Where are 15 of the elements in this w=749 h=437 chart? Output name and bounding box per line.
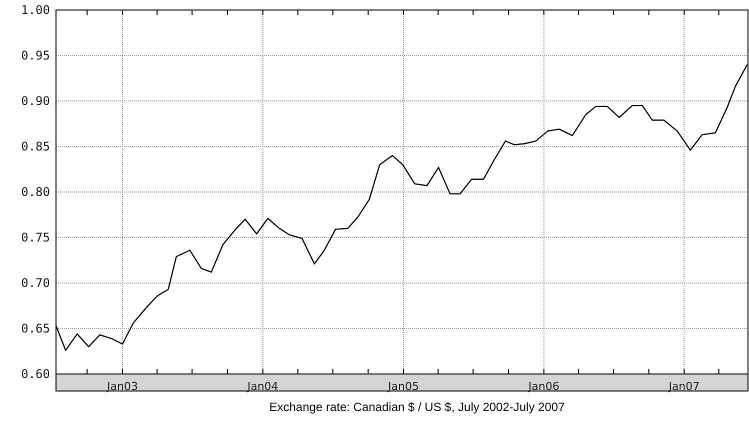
y-tick-label: 0.80 [21, 184, 50, 199]
y-tick-label: 0.65 [21, 321, 50, 336]
text: Exchange rate: Canadian $ / US $, July 2002-July 2007 [269, 400, 566, 414]
x-tick-label: Jan06 [527, 380, 560, 393]
y-tick-label: 0.70 [21, 276, 50, 290]
x-tick-label: Jan05 [387, 380, 420, 393]
y-tick-label: 0.75 [21, 230, 50, 244]
x-tick-label: Jan04 [246, 380, 278, 393]
y-tick-label: 0.85 [21, 139, 50, 154]
y-tick-label: 0.60 [21, 366, 50, 381]
y-tick-label: 1.00 [21, 2, 50, 17]
x-tick-label: Jan07 [668, 380, 700, 393]
y-tick-label: 0.95 [21, 48, 50, 62]
x-tick-label: Jan03 [106, 380, 138, 393]
y-tick-label: 0.90 [21, 94, 50, 108]
